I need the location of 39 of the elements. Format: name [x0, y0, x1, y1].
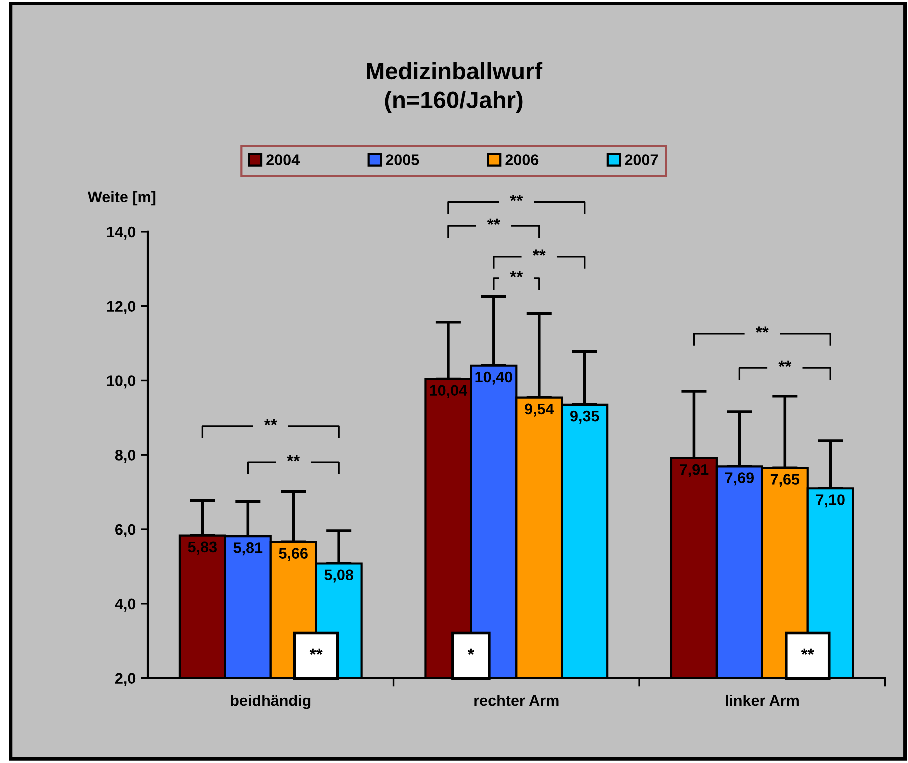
y-tick-label: 12,0	[107, 301, 136, 314]
text: **	[487, 218, 500, 226]
data-label: 10,04	[430, 385, 468, 398]
x-tick-label: linker Arm	[726, 694, 799, 706]
annotation: **	[801, 648, 814, 656]
y-tick-label: 10,0	[107, 376, 136, 389]
annotation: **	[510, 271, 524, 278]
data-label: 5,81	[234, 542, 263, 556]
legend-label: 2005	[386, 154, 420, 166]
y-tick-label: 2,0	[115, 673, 136, 686]
data-label: 7,10	[816, 494, 845, 508]
data-label: 10,40	[476, 372, 512, 385]
legend-label: 2004	[266, 154, 300, 166]
text: **	[510, 195, 524, 202]
y-tick-label: 6,0	[116, 524, 136, 538]
data-label: 5,08	[324, 570, 354, 583]
annotation: **	[756, 326, 769, 333]
data-label: 5,66	[279, 548, 308, 562]
data-label: 9,54	[525, 404, 554, 417]
y-tick-label: 8,0	[115, 450, 136, 464]
data-label: 7,91	[680, 464, 709, 478]
annotation: **	[310, 648, 323, 656]
y-axis-title: Weite [m]	[88, 191, 156, 206]
data-label: 7,69	[725, 472, 754, 486]
y-tick-label: 4,0	[115, 598, 136, 612]
x-tick-label: rechter Arm	[474, 694, 559, 706]
data-label: 9,35	[570, 410, 600, 424]
x-tick-label: beidhändig	[231, 694, 311, 710]
annotation: **	[287, 455, 300, 462]
data-label: 7,65	[770, 474, 800, 488]
data-label: 5,83	[188, 542, 218, 555]
annotation: *	[468, 648, 474, 656]
annotation: **	[264, 419, 278, 426]
annotation: **	[532, 250, 546, 256]
legend-label: 2007	[625, 154, 658, 166]
legend-label: 2006	[506, 154, 539, 166]
annotation: **	[778, 360, 792, 368]
chart-title: Medizinballwurf (n=160/Jahr)	[367, 62, 543, 114]
y-tick-label: 14,0	[107, 226, 136, 240]
